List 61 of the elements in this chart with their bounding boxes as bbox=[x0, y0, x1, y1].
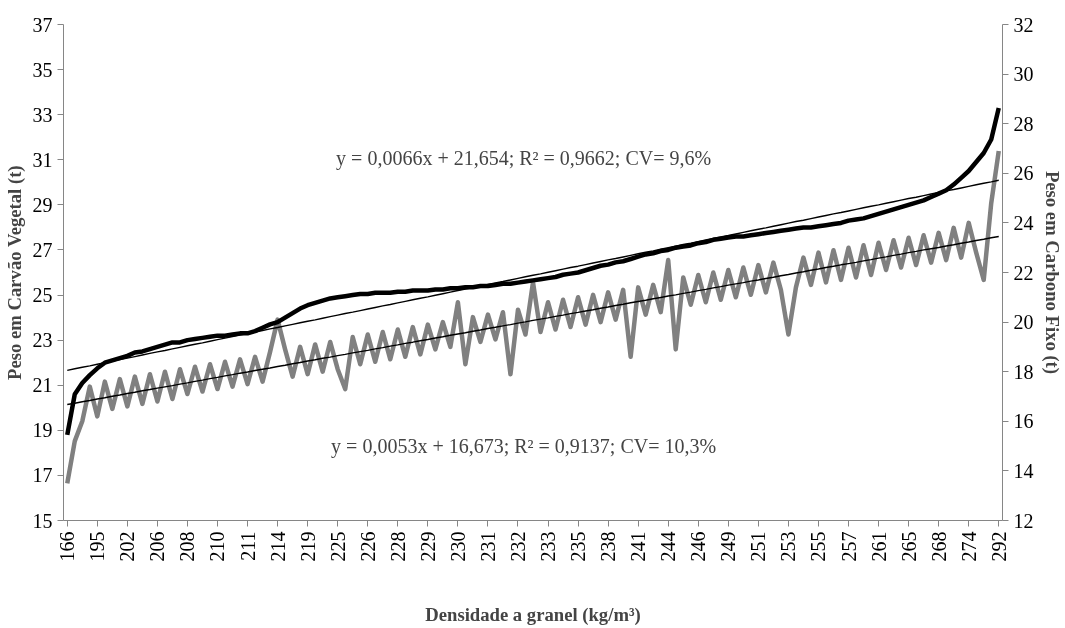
x-tick-label: 208 bbox=[176, 531, 199, 562]
y2-tick-label: 20 bbox=[1013, 311, 1034, 334]
line-series bbox=[65, 105, 1001, 438]
x-tick-label: 225 bbox=[326, 531, 349, 562]
x-tick-label: 292 bbox=[987, 531, 1010, 562]
x-tick-label: 241 bbox=[627, 531, 650, 562]
x-tick-label: 232 bbox=[506, 531, 529, 562]
x-tick-label: 229 bbox=[416, 531, 439, 562]
x-tick-label: 219 bbox=[296, 531, 319, 562]
x-tick-label: 253 bbox=[777, 531, 800, 562]
x-tick-label: 231 bbox=[476, 531, 499, 562]
y-tick-label: 15 bbox=[32, 509, 53, 532]
x-tick-label: 206 bbox=[146, 531, 169, 562]
y2-tick-label: 24 bbox=[1013, 211, 1034, 234]
y-tick-label: 29 bbox=[32, 193, 53, 216]
y-tick-label: 19 bbox=[32, 419, 53, 442]
x-tick-label: 244 bbox=[657, 531, 680, 562]
y2-tick-label: 26 bbox=[1013, 162, 1034, 185]
y2-tick-label: 12 bbox=[1013, 509, 1034, 532]
y-tick-label: 31 bbox=[32, 148, 53, 171]
x-tick-label: 211 bbox=[236, 531, 259, 561]
x-tick-label: 233 bbox=[537, 531, 560, 562]
x-tick-label: 230 bbox=[446, 531, 469, 562]
x-tick-label: 261 bbox=[867, 531, 890, 562]
y-axis-title: Peso em Carvão Vegetal (t) bbox=[3, 165, 26, 380]
y-tick-label: 25 bbox=[32, 284, 53, 307]
x-tick-label: 246 bbox=[687, 531, 710, 562]
x-tick-label: 238 bbox=[597, 531, 620, 562]
x-tick-label: 226 bbox=[356, 531, 379, 562]
y2-tick-label: 30 bbox=[1013, 63, 1034, 86]
y-tick-label: 33 bbox=[32, 103, 53, 126]
y2-tick-label: 14 bbox=[1013, 459, 1034, 482]
x-tick-label: 228 bbox=[386, 531, 409, 562]
x-tick-label: 255 bbox=[807, 531, 830, 562]
x-tick-label: 251 bbox=[747, 531, 770, 562]
y2-tick-label: 16 bbox=[1013, 410, 1034, 433]
x-tick-label: 202 bbox=[116, 531, 139, 562]
y-tick-label: 23 bbox=[32, 329, 53, 352]
y2-tick-label: 32 bbox=[1013, 13, 1034, 36]
y-tick-label: 27 bbox=[32, 238, 53, 261]
y-tick-label: 35 bbox=[32, 58, 53, 81]
x-tick-label: 235 bbox=[567, 531, 590, 562]
x-tick-label: 268 bbox=[927, 531, 950, 562]
annotation: y = 0,0053x + 16,673; R² = 0,9137; CV= 10,3% bbox=[331, 435, 717, 459]
y2-tick-label: 18 bbox=[1013, 360, 1034, 383]
y2-tick-label: 22 bbox=[1013, 261, 1034, 284]
x-tick-label: 249 bbox=[717, 531, 740, 562]
y-tick-label: 17 bbox=[32, 464, 53, 487]
x-axis-title: Densidade a granel (kg/m³) bbox=[425, 604, 641, 627]
y2-tick-label: 28 bbox=[1013, 112, 1034, 135]
x-tick-label: 214 bbox=[266, 531, 289, 562]
annotation: y = 0,0066x + 21,654; R² = 0,9662; CV= 9,6% bbox=[336, 147, 712, 171]
x-tick-label: 265 bbox=[897, 531, 920, 562]
y-tick-label: 37 bbox=[32, 13, 53, 36]
x-tick-label: 166 bbox=[56, 531, 79, 562]
x-tick-label: 257 bbox=[837, 531, 860, 562]
x-tick-label: 274 bbox=[957, 531, 980, 562]
y-tick-label: 21 bbox=[32, 374, 53, 397]
x-tick-label: 210 bbox=[206, 531, 229, 562]
y2-axis-title: Peso em Carbono Fixo (t) bbox=[1040, 170, 1063, 375]
x-tick-label: 195 bbox=[86, 531, 109, 562]
